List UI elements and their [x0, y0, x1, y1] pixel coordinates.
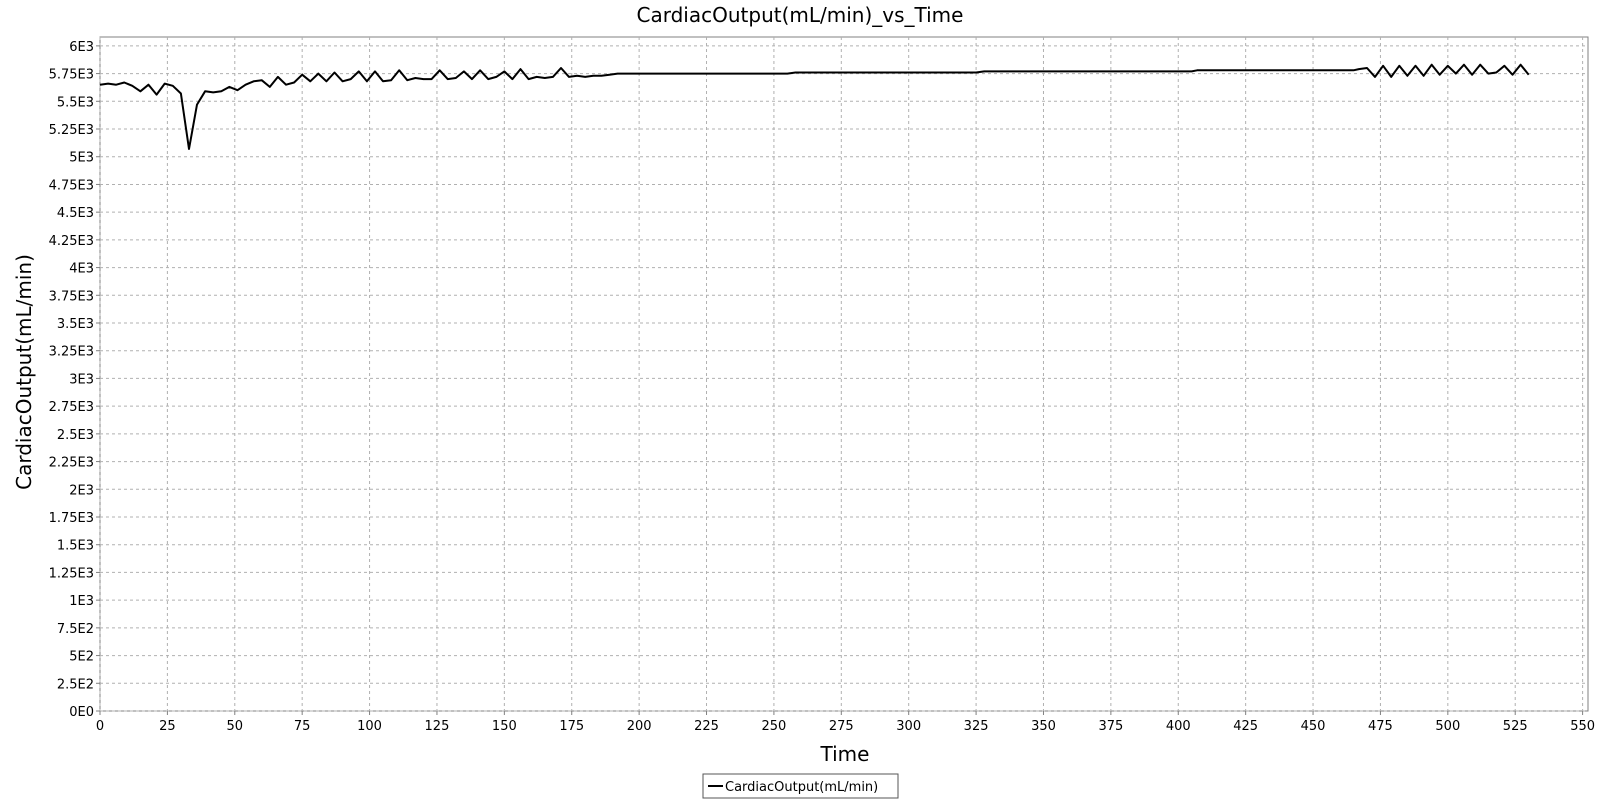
y-tick-label: 2E3 — [69, 483, 94, 498]
y-tick-label: 3.75E3 — [49, 289, 94, 304]
x-tick-label: 150 — [492, 719, 517, 734]
y-tick-label: 2.25E3 — [49, 456, 94, 471]
y-tick-label: 4.5E3 — [57, 206, 94, 221]
plot-area — [99, 36, 1589, 712]
y-tick-label: 1E3 — [69, 594, 94, 609]
y-tick-label: 5.25E3 — [49, 123, 94, 138]
x-tick-label: 400 — [1166, 719, 1191, 734]
y-tick-label: 5.75E3 — [49, 68, 94, 83]
y-tick-label: 1.5E3 — [57, 539, 94, 554]
y-axis-ticks: 0E0 2.5E2 5E2 7.5E2 1E3 1.25E3 1.5E3 1.75E3 2E3 2… — [49, 40, 100, 720]
series-layer — [99, 63, 1530, 150]
x-tick-label: 175 — [559, 719, 584, 734]
y-tick-label: 4.75E3 — [49, 178, 94, 193]
x-tick-label: 50 — [227, 719, 244, 734]
y-axis-label: CardiacOutput(mL/min) — [12, 254, 36, 490]
y-tick-label: 2.75E3 — [49, 400, 94, 415]
x-tick-label: 275 — [829, 719, 854, 734]
x-tick-label: 325 — [964, 719, 989, 734]
series-line — [99, 63, 1530, 150]
x-tick-label: 125 — [425, 719, 450, 734]
legend-box — [702, 773, 899, 799]
y-tick-label: 3E3 — [69, 372, 94, 387]
y-tick-label: 5E3 — [69, 151, 94, 166]
x-axis-label: Time — [820, 742, 870, 766]
x-tick-label: 225 — [694, 719, 719, 734]
grid-lines — [99, 37, 1588, 712]
y-tick-label: 6E3 — [69, 40, 94, 55]
x-tick-label: 0 — [96, 719, 104, 734]
y-tick-label: 1.25E3 — [49, 566, 94, 581]
x-tick-label: 425 — [1233, 719, 1258, 734]
y-tick-label: 7.5E2 — [57, 622, 94, 637]
y-tick-label: 1.75E3 — [49, 511, 94, 526]
y-tick-label: 2.5E3 — [57, 428, 94, 443]
x-tick-label: 200 — [627, 719, 652, 734]
chart-title: CardiacOutput(mL/min)_vs_Time — [637, 3, 964, 27]
x-axis-ticks: 0 25 50 75 100 125 150 175 200 225 250 275 300 325 350… — [96, 711, 1595, 734]
x-tick-label: 475 — [1368, 719, 1393, 734]
legend-label: CardiacOutput(mL/min) — [725, 780, 878, 795]
x-tick-label: 550 — [1570, 719, 1595, 734]
x-tick-label: 300 — [896, 719, 921, 734]
y-tick-label: 4E3 — [69, 262, 94, 277]
y-tick-label: 0E0 — [69, 705, 94, 720]
y-tick-label: 2.5E2 — [57, 677, 94, 692]
y-tick-label: 3.5E3 — [57, 317, 94, 332]
x-tick-label: 375 — [1098, 719, 1123, 734]
x-tick-label: 500 — [1435, 719, 1460, 734]
y-tick-label: 5.5E3 — [57, 95, 94, 110]
x-tick-label: 75 — [294, 719, 311, 734]
x-tick-label: 450 — [1301, 719, 1326, 734]
x-tick-label: 525 — [1503, 719, 1528, 734]
x-tick-label: 100 — [357, 719, 382, 734]
legend: CardiacOutput(mL/min) — [702, 773, 899, 799]
y-tick-label: 5E2 — [69, 650, 94, 665]
x-tick-label: 250 — [761, 719, 786, 734]
y-tick-label: 3.25E3 — [49, 345, 94, 360]
y-tick-label: 4.25E3 — [49, 234, 94, 249]
x-tick-label: 350 — [1031, 719, 1056, 734]
x-tick-label: 25 — [159, 719, 176, 734]
